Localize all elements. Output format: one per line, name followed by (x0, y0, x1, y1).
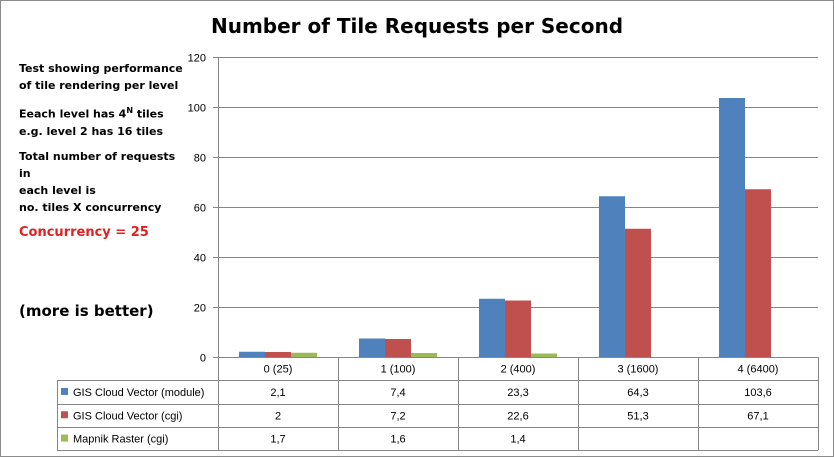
more-is-better-note: (more is better) (19, 301, 154, 320)
data-value-label: 67,1 (747, 410, 768, 422)
data-value-label: 2,1 (270, 387, 285, 399)
bar (719, 98, 745, 357)
category-label: 3 (1600) (618, 364, 659, 376)
note-line-3-sup: N (126, 106, 134, 115)
bar (505, 300, 531, 357)
data-value-label: 103,6 (744, 387, 772, 399)
legend-key (61, 434, 68, 442)
note-line-6: each level is (19, 183, 96, 197)
bar (359, 338, 385, 357)
chart-notes: Test showing performance of tile renderi… (19, 60, 189, 328)
note-line-5: Total number of requests in (19, 149, 176, 180)
data-value-label: 64,3 (627, 387, 648, 399)
bar (479, 298, 505, 357)
data-value-label: 2 (275, 410, 281, 422)
y-tick-label: 40 (194, 253, 206, 265)
bar (745, 189, 771, 357)
data-value-label: 1,4 (510, 434, 525, 446)
concurrency-note: Concurrency = 25 (19, 224, 149, 240)
category-label: 4 (6400) (738, 364, 779, 376)
chart-title: Number of Tile Requests per Second (210, 14, 624, 38)
bar (599, 196, 625, 357)
legend-key (61, 387, 68, 395)
series-name: GIS Cloud Vector (module) (73, 387, 204, 399)
data-value-label: 22,6 (507, 410, 528, 422)
data-value-label: 1,6 (390, 434, 405, 446)
y-tick-label: 100 (188, 103, 206, 115)
y-tick-label: 80 (194, 153, 206, 165)
series-name: GIS Cloud Vector (cgi) (73, 410, 182, 422)
y-tick-label: 20 (194, 303, 206, 315)
note-line-3-prefix: Eeach level has 4 (19, 107, 127, 121)
note-line-4: e.g. level 2 has 16 tiles (19, 124, 164, 138)
note-line-7: no. tiles X concurrency (19, 200, 162, 214)
data-value-label: 7,2 (390, 410, 405, 422)
category-label: 1 (100) (381, 364, 416, 376)
category-label: 2 (400) (501, 364, 536, 376)
bar (265, 352, 291, 357)
data-value-label: 23,3 (507, 387, 528, 399)
bar (385, 339, 411, 357)
bar (625, 228, 651, 357)
note-line-1: Test showing performance (19, 62, 183, 75)
note-line-2: of tile rendering per level (19, 79, 179, 92)
y-tick-label: 60 (194, 203, 206, 215)
bar (239, 351, 265, 357)
y-tick-label: 0 (200, 353, 206, 365)
data-value-label: 7,4 (390, 387, 405, 399)
series-name: Mapnik Raster (cgi) (73, 434, 168, 446)
category-label: 0 (25) (264, 364, 293, 376)
data-value-label: 51,3 (627, 410, 648, 422)
note-line-3-suffix: tiles (133, 107, 164, 121)
y-tick-label: 120 (188, 53, 206, 65)
bar (411, 353, 437, 357)
bar (531, 353, 557, 357)
legend-key (61, 411, 68, 419)
bar (291, 352, 317, 357)
data-value-label: 1,7 (270, 434, 285, 446)
